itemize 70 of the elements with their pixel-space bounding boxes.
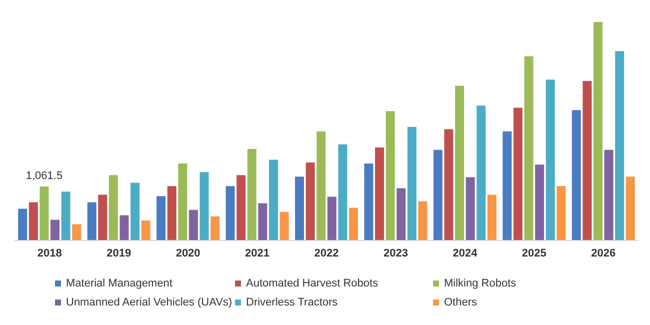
x-tick-label: 2020 [176,248,200,260]
bar [444,129,454,240]
bar [349,208,358,240]
x-tick-label: 2021 [245,248,270,260]
bar [40,186,49,240]
bar [61,192,70,240]
bar [200,172,209,240]
x-tick-label: 2023 [383,248,408,260]
bar [535,164,544,240]
bar [396,188,406,240]
bar [98,194,108,240]
bar [72,224,82,240]
data-label: 1,061.5 [26,170,63,182]
bar [338,144,348,240]
bar [466,177,475,240]
bar [178,164,188,240]
bar [236,175,246,240]
bar [572,110,581,240]
legend-label: Automated Harvest Robots [246,278,379,290]
bar [502,131,512,240]
bar [316,131,326,240]
bar [210,216,220,240]
bar [375,147,384,240]
bar [295,176,304,240]
bar [130,182,140,240]
x-tick-label: 2018 [37,248,62,260]
bar [247,148,256,240]
bar [418,201,428,240]
bar [156,196,166,240]
bar [327,196,336,240]
bar [582,80,592,240]
bar [407,126,416,240]
bar [626,176,635,240]
legend-label: Driverless Tractors [246,296,338,308]
bar [141,220,150,240]
bar [615,51,624,240]
bar [386,111,395,240]
legend-label: Others [444,296,478,308]
bar [364,164,374,240]
bar [188,210,198,240]
x-tick-label: 2019 [106,248,132,260]
bar [50,220,60,240]
x-tick-label: 2022 [314,248,339,260]
x-tick-label: 2024 [452,248,478,260]
bar [546,80,555,240]
bar [120,215,129,240]
bar [604,150,614,240]
bar [556,186,566,240]
bar [18,208,28,240]
bar [487,194,496,240]
bar [306,162,315,240]
bar [280,212,289,240]
bar [268,160,278,240]
legend-label: Unmanned Aerial Vehicles (UAVs) [66,296,232,308]
bar [476,106,486,240]
bar [524,56,534,240]
legend-label: Material Management [66,278,172,290]
legend-label: Milking Robots [444,278,517,290]
bar [593,22,602,240]
bar [433,150,442,240]
x-tick-label: 2026 [591,248,616,260]
bar [513,108,522,240]
bar [167,186,176,240]
bar [226,186,235,240]
bar [28,202,38,240]
x-tick-label: 2025 [522,248,546,260]
bar [108,175,118,240]
bar [455,86,464,240]
bar [258,203,268,240]
bar [87,202,96,240]
